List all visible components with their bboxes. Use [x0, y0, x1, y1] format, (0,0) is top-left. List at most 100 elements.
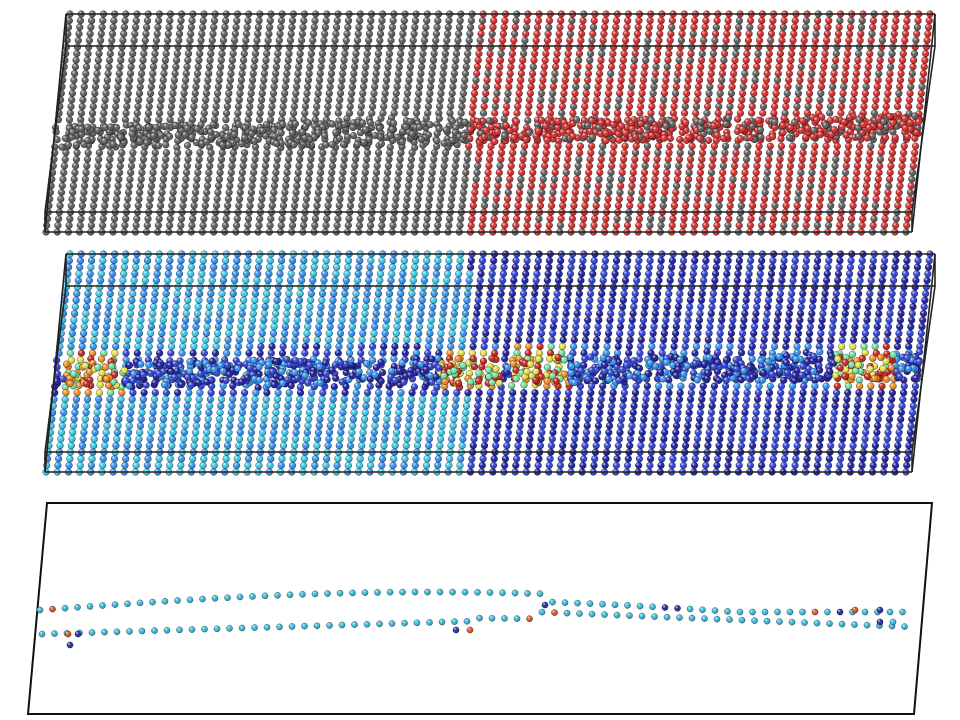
species-atom-highlight [121, 17, 129, 24]
species-atom-highlight [728, 189, 736, 196]
species-atom-highlight [141, 37, 149, 44]
species-atom-highlight [733, 37, 741, 44]
species-atom-highlight [76, 222, 84, 229]
species-atom-highlight [678, 30, 686, 38]
species-atom-highlight [578, 23, 586, 31]
species-atom-highlight [472, 182, 479, 190]
species-atom-highlight [182, 70, 190, 77]
species-atom-highlight [829, 182, 837, 190]
species-atom-highlight [133, 215, 141, 223]
species-atom-highlight [635, 17, 643, 24]
species-atom-highlight [145, 109, 152, 117]
species-atom-highlight [313, 202, 321, 210]
species-atom-highlight [658, 109, 666, 117]
species-atom-highlight [490, 222, 497, 229]
species-atom-highlight [531, 149, 539, 157]
species-atom-highlight [293, 182, 301, 190]
species-atom-highlight [419, 155, 426, 163]
species-atom-highlight [571, 189, 579, 196]
species-atom-highlight [235, 96, 243, 104]
species-atom-highlight [319, 43, 327, 51]
species-atom-highlight [605, 83, 613, 91]
species-atom-highlight [614, 103, 622, 110]
species-atom-highlight [176, 23, 184, 31]
species-atom-highlight [406, 169, 414, 176]
species-atom-highlight [294, 169, 302, 176]
species-atom-highlight [672, 89, 679, 97]
species-atom-highlight [58, 189, 65, 196]
species-atom-highlight [554, 142, 562, 150]
species-atom-highlight [528, 182, 535, 190]
species-atom-highlight [465, 43, 472, 51]
species-atom-highlight [310, 23, 318, 31]
species-atom-highlight [497, 155, 505, 163]
species-atom-highlight [699, 43, 707, 51]
species-atom-highlight [632, 43, 640, 51]
species-atom-highlight [321, 30, 329, 38]
species-atom-highlight [258, 195, 266, 203]
species-atom-highlight [805, 195, 813, 203]
species-atom-highlight [816, 202, 823, 210]
species-atom-highlight [71, 70, 78, 77]
species-atom-highlight [172, 162, 180, 170]
species-atom-highlight [876, 63, 883, 71]
species-atom-highlight [546, 215, 554, 223]
species-atom-highlight [264, 37, 272, 44]
species-atom-highlight [480, 109, 487, 117]
species-atom-highlight [444, 30, 451, 38]
species-atom-highlight [666, 43, 673, 51]
species-atom-highlight [199, 23, 207, 31]
species-atom-highlight [582, 195, 590, 203]
species-atom-highlight [233, 17, 241, 24]
species-atom-highlight [307, 155, 315, 163]
species-atom-highlight [608, 56, 616, 64]
species-atom-highlight [259, 189, 266, 196]
species-atom-highlight [120, 30, 128, 38]
species-atom-highlight [412, 215, 420, 223]
species-atom-highlight [701, 23, 709, 31]
species-atom-highlight [841, 70, 849, 77]
species-atom-highlight [356, 17, 364, 24]
species-atom-highlight [681, 103, 689, 110]
species-atom-highlight [690, 23, 698, 31]
species-atom-highlight [148, 76, 156, 84]
species-atom-highlight [382, 83, 390, 91]
species-atom-highlight [763, 70, 771, 77]
species-atom-highlight [266, 23, 273, 31]
species-atom-highlight [422, 23, 430, 31]
species-atom-highlight [125, 182, 133, 190]
species-atom-highlight [750, 189, 758, 196]
species-atom-highlight [136, 89, 143, 97]
species-atom-highlight [509, 50, 516, 57]
species-atom-highlight [166, 215, 174, 223]
species-atom-highlight [226, 182, 234, 190]
species-atom-highlight [483, 76, 491, 84]
species-atom-highlight [207, 50, 215, 57]
species-atom-highlight [494, 182, 502, 190]
species-atom-highlight [546, 17, 553, 24]
species-atom-highlight [159, 76, 167, 84]
species-atom-highlight [404, 189, 412, 196]
species-atom-highlight [369, 96, 377, 104]
species-atom-highlight [842, 63, 850, 71]
species-atom-highlight [557, 222, 564, 229]
species-atom-highlight [57, 195, 65, 203]
species-atom-highlight [607, 169, 615, 176]
species-atom-highlight [671, 96, 679, 104]
species-atom-highlight [417, 169, 425, 176]
species-atom-highlight [707, 175, 715, 183]
species-atom-highlight [766, 149, 773, 157]
species-atom-highlight [340, 56, 348, 64]
species-atom-highlight [776, 56, 784, 64]
species-atom-highlight [682, 96, 690, 104]
species-atom-highlight [577, 37, 585, 44]
species-atom-highlight [324, 202, 332, 210]
species-atom-highlight [109, 23, 117, 31]
species-atom-highlight [803, 17, 810, 24]
species-atom-highlight [840, 189, 847, 196]
species-atom-highlight [729, 175, 737, 183]
species-atom-highlight [94, 63, 102, 71]
species-atom-highlight [843, 56, 851, 64]
species-atom-highlight [306, 162, 314, 170]
species-atom-highlight [452, 162, 459, 170]
